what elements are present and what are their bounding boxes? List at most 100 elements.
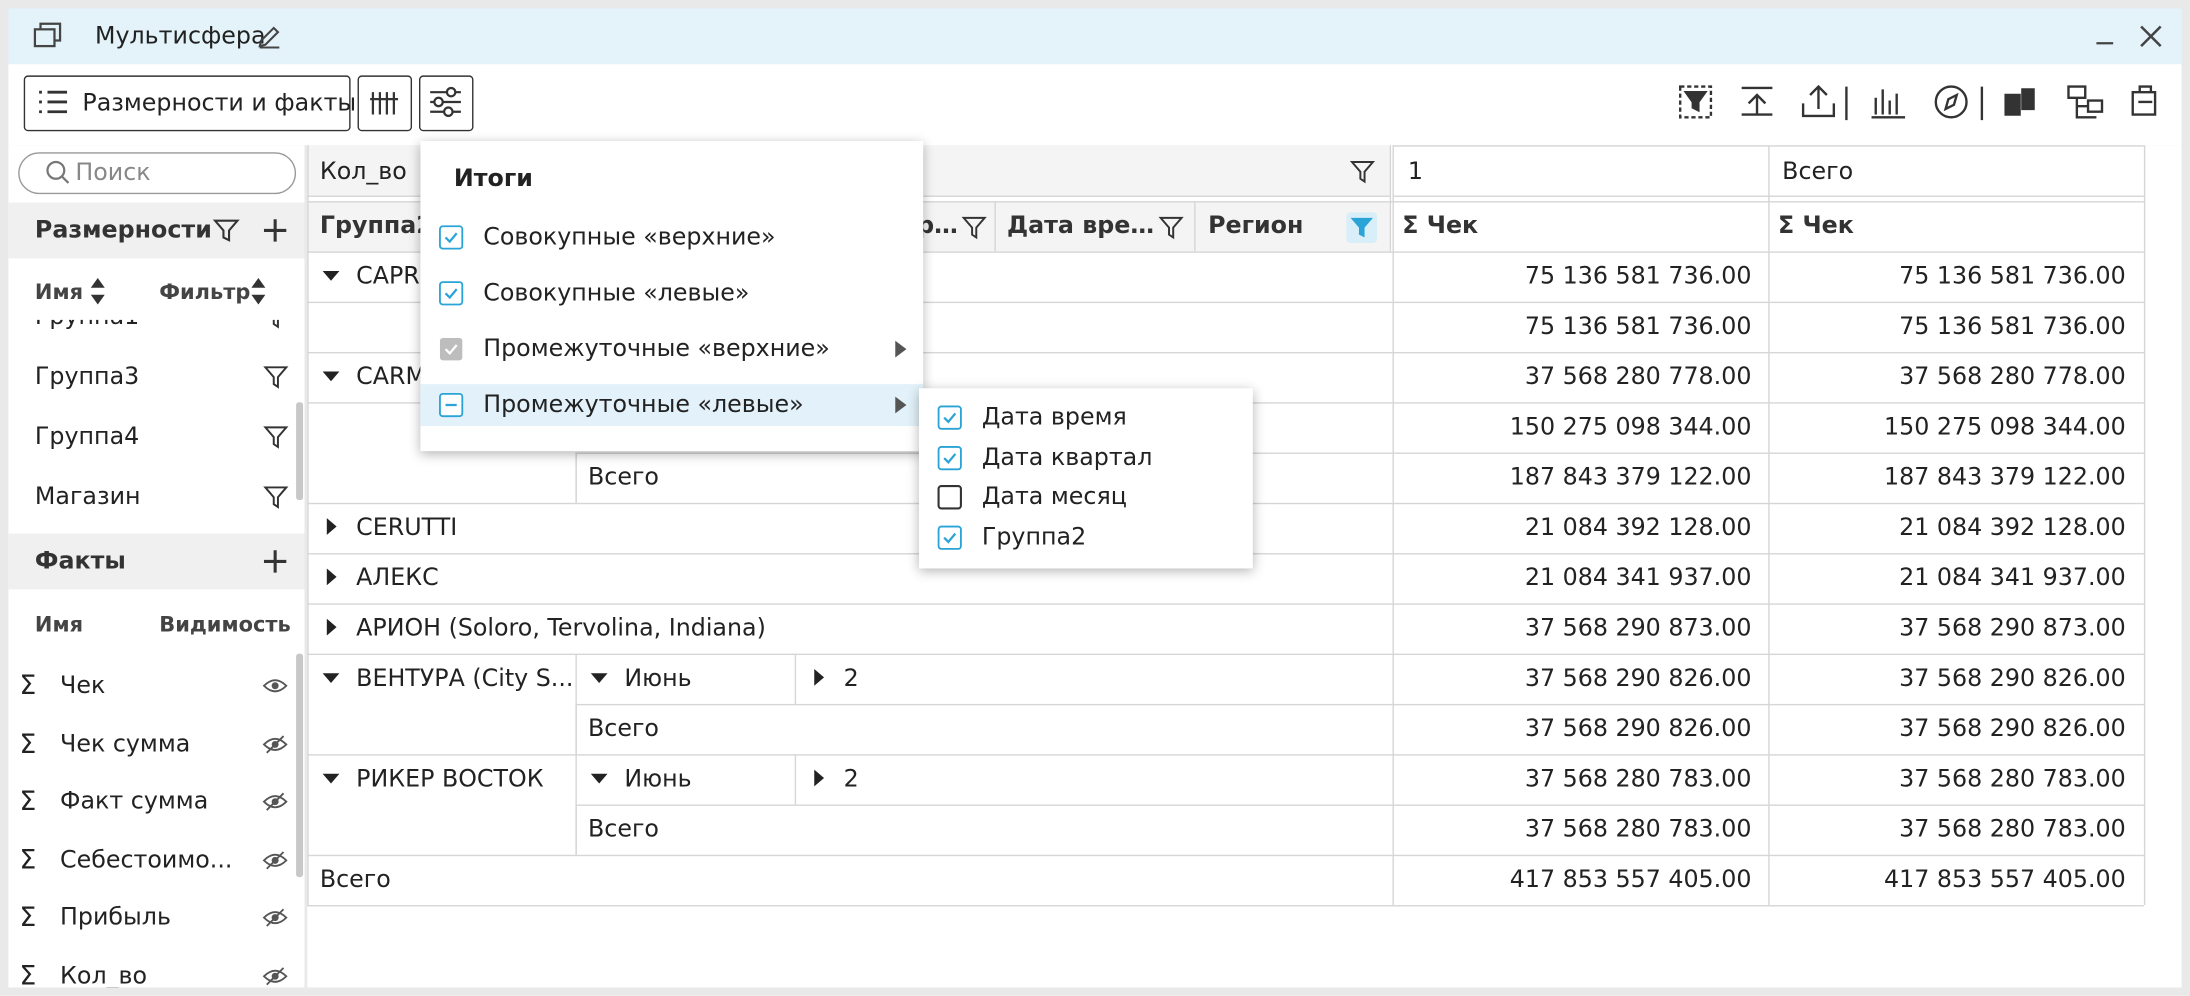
submenu-item[interactable]: Дата время <box>981 403 1127 432</box>
add-dimension[interactable] <box>261 216 289 244</box>
fact-item[interactable]: Чек сумма <box>60 729 191 758</box>
dim-col-filter: Фильтр <box>159 279 251 305</box>
menu-item[interactable]: Промежуточные «верхние» <box>483 335 830 364</box>
dimensions-button[interactable] <box>23 75 351 132</box>
dimension-filter[interactable] <box>263 319 291 331</box>
row-label: 2 <box>843 664 859 693</box>
fact-aggregate: Σ <box>19 902 37 933</box>
menu-checkbox[interactable] <box>439 392 464 418</box>
expand-caret[interactable] <box>809 665 829 693</box>
menu-item[interactable]: Промежуточные «левые» <box>483 391 804 420</box>
dimension-item[interactable]: Группа3 <box>34 363 140 392</box>
expand-caret[interactable] <box>589 665 609 693</box>
column-value: 1 <box>1407 157 1423 186</box>
cell-value: 75 136 581 736.00 <box>1899 262 2126 291</box>
cell-value: 37 568 290 873.00 <box>1524 614 1752 643</box>
dimension-filter[interactable] <box>263 423 291 451</box>
sort-icon[interactable] <box>249 275 269 309</box>
dimensions-title: Размерности <box>34 216 212 245</box>
hidden-icon[interactable] <box>261 964 289 986</box>
hidden-icon[interactable] <box>261 733 289 755</box>
menu-checkbox[interactable] <box>439 225 464 250</box>
cell-value: 75 136 581 736.00 <box>1524 262 1752 291</box>
expand-caret[interactable] <box>321 363 341 391</box>
expand-caret[interactable] <box>589 765 609 793</box>
submenu-arrow[interactable] <box>892 338 909 360</box>
totals-menu: Итоги Совокупные «верхние» Совокупные «лев… <box>420 141 924 452</box>
expand-caret[interactable] <box>321 564 341 592</box>
fact-aggregate: Σ <box>19 786 37 818</box>
dimension-item[interactable]: Группа4 <box>34 423 140 452</box>
toolbar-icons[interactable] <box>1669 81 2172 123</box>
dimension-filter[interactable] <box>961 214 989 242</box>
cell-value: 37 568 290 826.00 <box>1899 664 2126 693</box>
grid-line <box>575 452 577 503</box>
dimension-filter[interactable] <box>263 363 291 391</box>
search-placeholder: Поиск <box>75 159 151 188</box>
menu-item[interactable]: Совокупные «верхние» <box>483 223 776 252</box>
submenu-item[interactable]: Группа2 <box>981 523 1087 552</box>
minimize[interactable] <box>2091 22 2119 50</box>
submenu-arrow[interactable] <box>892 394 909 416</box>
cell-value: 37 568 280 778.00 <box>1899 363 2126 392</box>
dimension-filter[interactable] <box>263 483 291 511</box>
menu-title: Итоги <box>453 164 533 193</box>
swap-button[interactable] <box>357 75 413 132</box>
edit-title[interactable] <box>256 24 284 52</box>
hidden-icon[interactable] <box>261 906 289 928</box>
sort-icon[interactable] <box>88 275 108 309</box>
submenu-checkbox[interactable] <box>937 525 962 550</box>
cell-value: 37 568 280 783.00 <box>1899 765 2126 794</box>
hidden-icon[interactable] <box>261 848 289 870</box>
measure-header: Σ Чек <box>1777 212 1854 241</box>
hidden-icon[interactable] <box>261 791 289 813</box>
row-label: CERUTTI <box>356 513 458 542</box>
grid-line <box>1768 145 1770 906</box>
expand-caret[interactable] <box>809 765 829 793</box>
dimension-filter-active[interactable] <box>1345 211 1379 245</box>
fact-item[interactable]: Себестоимо... <box>60 845 233 874</box>
menu-item[interactable]: Совокупные «левые» <box>483 279 750 308</box>
grid-line <box>575 653 577 704</box>
cell-value: 37 568 280 778.00 <box>1524 363 1752 392</box>
totals-button[interactable] <box>419 75 474 132</box>
fact-aggregate: Σ <box>19 844 37 876</box>
dimension-item[interactable]: Группа1 <box>35 320 139 331</box>
expand-caret[interactable] <box>321 263 341 291</box>
row-label: Всего <box>588 463 659 492</box>
expand-caret[interactable] <box>321 615 341 643</box>
grid-line <box>307 251 2144 253</box>
cell-value: 21 084 341 937.00 <box>1524 564 1752 593</box>
dimension-item[interactable]: Магазин <box>34 483 141 512</box>
expand-caret[interactable] <box>321 665 341 693</box>
submenu-item[interactable]: Дата квартал <box>981 443 1153 472</box>
menu-checkbox[interactable] <box>439 281 464 306</box>
cell-value: 150 275 098 344.00 <box>1509 413 1752 442</box>
submenu-checkbox[interactable] <box>937 405 962 430</box>
menu-checkbox[interactable] <box>439 337 464 362</box>
expand-caret[interactable] <box>321 514 341 542</box>
row-dimension-header[interactable]: Дата время <box>1007 212 1161 241</box>
close[interactable] <box>2137 22 2165 50</box>
column-filter[interactable] <box>1349 158 1377 186</box>
submenu-item[interactable]: Дата месяц <box>981 483 1127 512</box>
fact-item[interactable]: Прибыль <box>60 903 171 932</box>
cell-value: 417 853 557 405.00 <box>1884 865 2126 894</box>
fact-item[interactable]: Факт сумма <box>60 787 209 816</box>
row-label: Июнь <box>624 765 692 794</box>
expand-caret[interactable] <box>321 765 341 793</box>
cell-value: 21 084 392 128.00 <box>1524 513 1752 542</box>
dimension-filter[interactable] <box>1158 214 1186 242</box>
dimensions-filter[interactable] <box>212 216 240 244</box>
cell-value: 187 843 379 122.00 <box>1509 463 1752 492</box>
visible-icon[interactable] <box>261 675 289 697</box>
fact-item[interactable]: Чек <box>60 671 106 700</box>
row-label: CAPRI <box>356 262 427 291</box>
fact-item[interactable]: Кол_во <box>60 961 148 988</box>
add-fact[interactable] <box>261 547 289 575</box>
row-dimension-header[interactable]: Регион <box>1208 212 1304 241</box>
submenu-checkbox[interactable] <box>937 485 962 510</box>
submenu-checkbox[interactable] <box>937 445 962 470</box>
grid-line <box>307 754 2144 756</box>
